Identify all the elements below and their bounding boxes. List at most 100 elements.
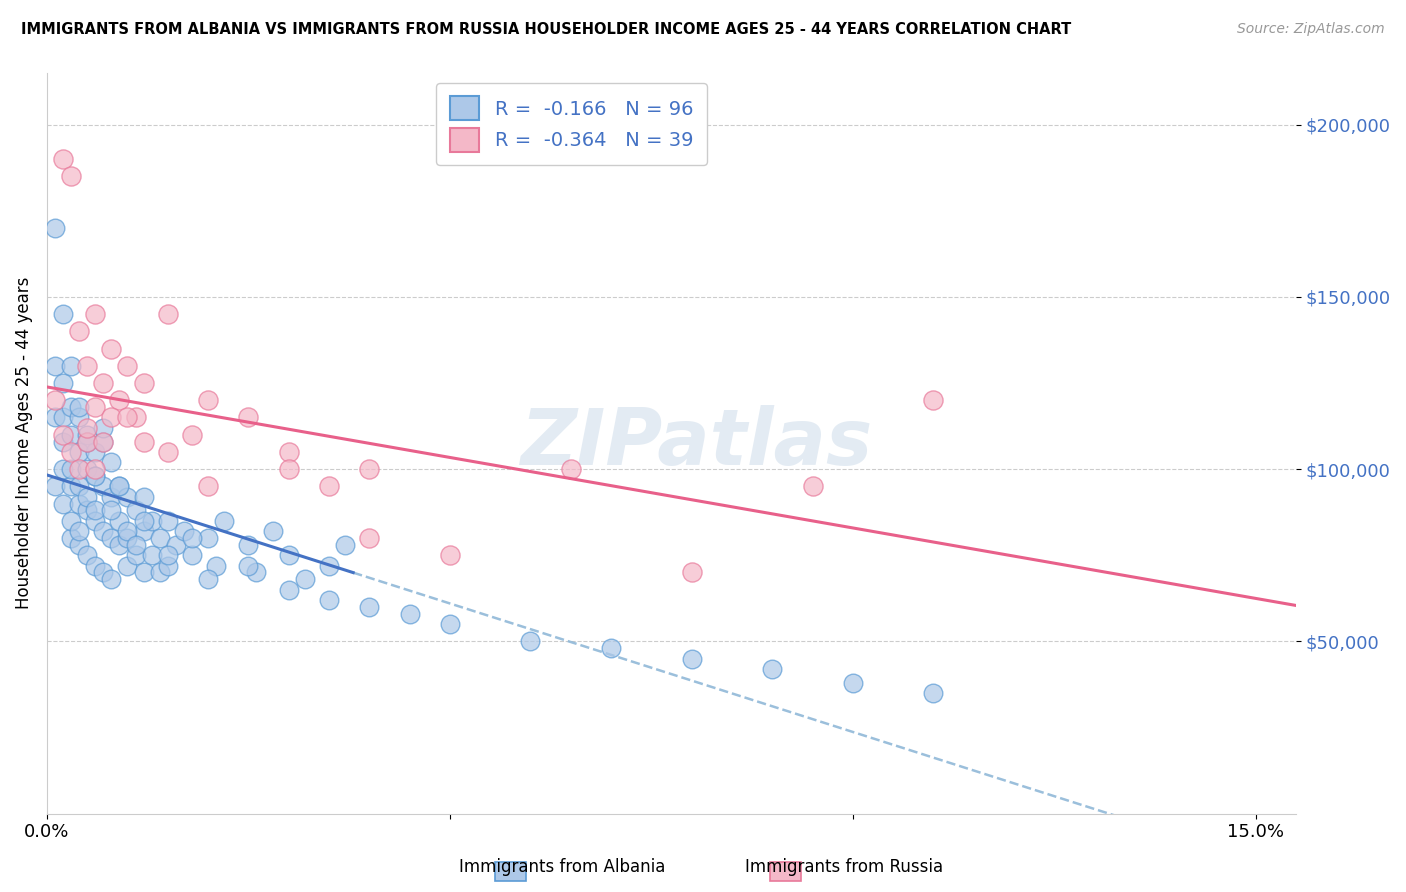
Point [84,445,107,459]
Point [156,307,179,321]
Point [67,445,90,459]
Point [238,558,260,573]
Point [117,410,139,425]
Point [67,400,90,414]
Point [60,462,83,476]
Legend: R =  -0.166   N = 96, R =  -0.364   N = 39: R = -0.166 N = 96, R = -0.364 N = 39 [436,83,707,165]
Point [681,651,703,665]
Point [149,531,172,545]
Point [67,497,90,511]
Point [76,427,98,442]
Point [52,410,75,425]
Point [67,524,90,538]
Point [277,462,299,476]
Point [156,514,179,528]
Point [156,548,179,562]
Point [91,421,114,435]
Point [173,524,195,538]
Point [60,445,83,459]
Point [156,558,179,573]
Point [60,479,83,493]
Point [84,558,107,573]
Point [318,479,340,493]
Point [149,566,172,580]
Point [761,662,783,676]
Point [60,169,83,184]
Y-axis label: Householder Income Ages 25 - 44 years: Householder Income Ages 25 - 44 years [15,277,32,609]
Point [141,514,163,528]
Point [67,462,90,476]
Point [245,566,267,580]
Point [91,479,114,493]
Point [600,641,623,656]
Point [398,607,420,621]
Point [124,503,146,517]
Point [124,410,146,425]
Point [801,479,824,493]
Point [84,307,107,321]
Point [60,400,83,414]
Point [52,307,75,321]
Point [44,393,66,408]
Point [197,393,219,408]
Point [519,634,541,648]
Point [84,469,107,483]
Point [560,462,582,476]
Point [132,524,155,538]
Point [52,434,75,449]
Point [84,462,107,476]
Point [76,434,98,449]
Point [359,599,381,614]
Point [52,462,75,476]
Point [60,514,83,528]
Point [132,376,155,390]
Point [60,427,83,442]
Point [84,503,107,517]
Point [156,445,179,459]
Point [76,421,98,435]
Point [67,538,90,552]
Point [44,221,66,235]
Point [91,566,114,580]
Point [91,524,114,538]
Point [439,548,461,562]
Point [359,531,381,545]
Point [132,514,155,528]
Point [108,393,131,408]
Point [44,410,66,425]
Point [117,524,139,538]
Point [100,410,122,425]
Point [52,427,75,442]
Text: Source: ZipAtlas.com: Source: ZipAtlas.com [1237,22,1385,37]
Point [84,400,107,414]
Point [141,548,163,562]
Point [922,686,945,700]
Point [67,410,90,425]
Point [84,469,107,483]
Point [197,531,219,545]
Point [91,376,114,390]
Text: ZIPatlas: ZIPatlas [520,405,873,482]
Point [165,538,187,552]
Point [842,675,865,690]
Point [100,573,122,587]
Point [277,445,299,459]
Point [108,514,131,528]
Point [238,538,260,552]
Point [212,514,235,528]
Point [76,462,98,476]
Point [318,558,340,573]
Point [117,490,139,504]
Point [117,359,139,373]
Point [197,479,219,493]
Point [52,152,75,166]
Point [277,582,299,597]
Point [100,342,122,356]
Point [439,617,461,632]
Point [238,410,260,425]
Point [60,359,83,373]
Point [197,573,219,587]
Point [132,566,155,580]
Point [277,548,299,562]
Point [124,548,146,562]
